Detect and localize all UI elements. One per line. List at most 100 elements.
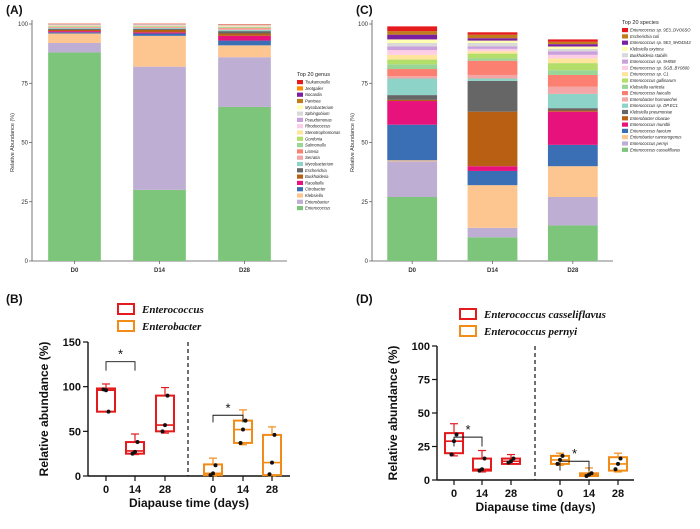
bar-segment: [387, 160, 438, 162]
data-point: [270, 460, 274, 465]
legend-label: Nocardia: [305, 92, 322, 97]
bar-segment: [387, 78, 438, 96]
legend-label: Klebsiella pneumoniae: [630, 110, 673, 115]
bar-segment: [467, 166, 518, 171]
legend-swatch: [622, 109, 628, 115]
bar-segment: [467, 58, 518, 61]
legend-swatch: [297, 161, 303, 167]
bar-segment: [218, 33, 271, 36]
x-tick-label: 0: [451, 488, 457, 500]
x-tick-label: 14: [129, 484, 142, 496]
legend-swatch: [297, 86, 303, 91]
bar-segment: [547, 166, 598, 198]
data-point: [104, 388, 108, 393]
bar-segment: [218, 28, 271, 29]
legend-label: Enterobacter hormaechei: [630, 97, 678, 102]
bar-segment: [48, 27, 101, 29]
legend-label: Burkholderia: [305, 174, 329, 179]
legend-swatch: [622, 78, 628, 83]
stacked-bar-chart-genus: 0 25 50 75 100 Relative Abundance (%) D0 D14 D28…: [10, 20, 341, 274]
bar-segment: [467, 227, 518, 238]
y-tick-label: 100: [63, 382, 81, 394]
bar-segment: [387, 50, 438, 55]
y-tick-label: 25: [418, 442, 430, 454]
bar-segment: [547, 197, 598, 226]
legend-label: Enterobacter cloacae: [630, 116, 670, 121]
legend-label: Serratia: [305, 155, 320, 160]
bar-segment: [218, 40, 271, 46]
bar-segment: [547, 39, 598, 42]
data-point: [135, 440, 140, 445]
bar-segment: [547, 86, 598, 94]
legend-label: Enterococcus gallinarum: [630, 78, 676, 83]
bar-segment: [547, 144, 598, 167]
data-point: [106, 409, 111, 414]
x-tick-label: 28: [266, 484, 278, 496]
box-plot-species: 0 25 50 75 100 Relative abundance (%) Diapause…: [386, 308, 634, 514]
data-point: [272, 432, 277, 437]
bar-segment: [547, 70, 598, 75]
legend-swatch: [297, 193, 303, 198]
x-tick-label: 28: [612, 488, 624, 500]
y-tick-label: 25: [21, 200, 28, 206]
x-tick-label: 0: [210, 484, 216, 496]
legend-swatch: [297, 168, 303, 173]
bar-segment: [218, 31, 271, 34]
data-point: [241, 427, 245, 432]
data-point: [267, 472, 272, 477]
data-point: [163, 423, 167, 428]
y-axis-title: Relative Abundance (%): [10, 113, 16, 172]
bar-segment: [547, 63, 598, 71]
legend-label: Enterococcus sp. C1: [630, 72, 669, 77]
legend-swatch: [297, 149, 303, 154]
legend-label: Mycobacterium: [305, 162, 334, 167]
legend-label: Mycobacterium: [305, 105, 334, 110]
bar-segment: [387, 64, 438, 70]
bar-segment: [218, 28, 271, 30]
bar-segment: [547, 225, 598, 261]
data-point: [213, 463, 218, 468]
legend-swatch: [622, 91, 628, 96]
x-tick-label: 28: [159, 484, 171, 496]
bar-segment: [387, 161, 438, 198]
legend-label: Raoultella: [305, 180, 324, 185]
y-axis-title: Relative Abundance (%): [350, 113, 356, 172]
bar-segment: [467, 32, 518, 35]
bar-segment: [547, 54, 598, 59]
legend-swatch: [297, 111, 303, 116]
legend-label: Enterobacter: [305, 199, 330, 204]
panel-label-d: (D): [356, 292, 373, 306]
bar-segment: [467, 74, 518, 79]
legend-label: Enterococcus faecium: [630, 128, 672, 133]
data-point: [449, 452, 454, 457]
data-point: [555, 461, 560, 466]
data-point: [243, 418, 248, 423]
bar-segment: [467, 34, 518, 39]
legend-label: Pseudomonas: [305, 117, 333, 122]
bar-segment: [387, 54, 438, 60]
y-tick-label: 100: [358, 22, 369, 28]
bar-segment: [467, 53, 518, 59]
x-tick-label: 0: [103, 484, 109, 496]
legend-label: Klebsiella: [305, 193, 324, 198]
legend-swatch: [117, 320, 135, 332]
data-point: [133, 449, 137, 454]
bar-segment: [547, 111, 598, 145]
data-point: [165, 393, 170, 398]
bar-segment: [387, 95, 438, 100]
bar-segment: [467, 111, 518, 167]
bar-segment: [387, 124, 438, 161]
x-tick-label: D28: [239, 268, 251, 274]
y-tick-label: 0: [75, 471, 81, 483]
legend-swatch: [297, 180, 303, 185]
legend-label: Stenotrophomonas: [305, 130, 341, 135]
legend-label: Enterococcus casseliflavus: [630, 147, 681, 152]
y-tick-label: 25: [361, 200, 368, 206]
legend-label: Jeotgalier: [304, 86, 324, 91]
data-point: [211, 471, 215, 476]
bar-segment: [133, 189, 186, 261]
legend-label: Enterobacter: [141, 321, 202, 333]
y-tick-label: 50: [21, 141, 28, 147]
legend-swatch: [622, 84, 628, 89]
bar-segment: [467, 51, 518, 54]
